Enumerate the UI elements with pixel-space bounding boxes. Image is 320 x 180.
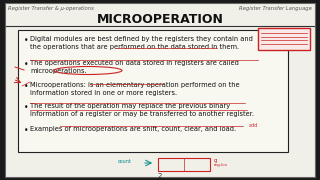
Text: •: • (24, 126, 28, 135)
Text: The result of the operation may replace the previous binary
information of a reg: The result of the operation may replace … (30, 103, 254, 117)
Text: Register Transfer Language: Register Transfer Language (239, 6, 312, 11)
Text: g: g (214, 158, 218, 163)
Text: •: • (24, 60, 28, 69)
Text: Microoperations: is an elementary operation performed on the
information stored : Microoperations: is an elementary operat… (30, 82, 240, 96)
Text: count: count (118, 159, 132, 164)
Text: 2: 2 (158, 173, 162, 179)
Text: MICROOPERATION: MICROOPERATION (97, 13, 223, 26)
Text: Register Transfer & µ-operations: Register Transfer & µ-operations (8, 6, 94, 11)
Text: Digital modules are best defined by the registers they contain and
the operation: Digital modules are best defined by the … (30, 36, 253, 50)
Text: The operations executed on data stored in registers are called
microoperations.: The operations executed on data stored i… (30, 60, 239, 74)
FancyBboxPatch shape (5, 3, 315, 177)
Text: Examples of microoperations are shift, count, clear, and load.: Examples of microoperations are shift, c… (30, 126, 236, 132)
Text: add: add (249, 123, 258, 128)
Text: reg.lco: reg.lco (214, 163, 228, 167)
FancyBboxPatch shape (258, 28, 310, 50)
Text: •: • (24, 82, 28, 91)
Text: •: • (24, 36, 28, 45)
FancyBboxPatch shape (18, 30, 288, 152)
Text: •: • (24, 103, 28, 112)
